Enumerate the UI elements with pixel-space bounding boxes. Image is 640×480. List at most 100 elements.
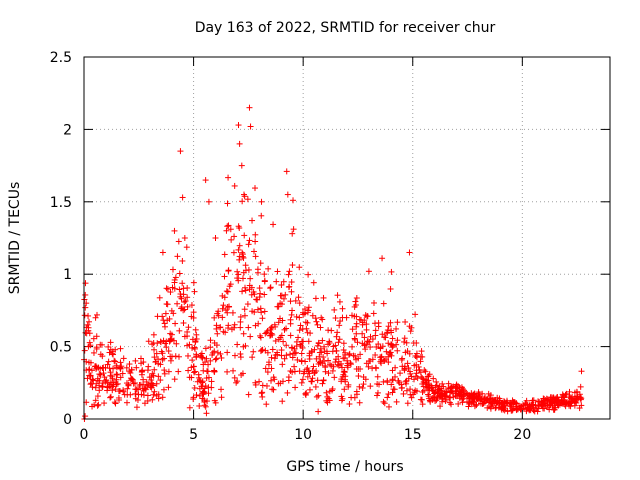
x-tick-label: 10 [294, 427, 312, 443]
data-point [402, 378, 409, 385]
data-point [403, 339, 410, 346]
data-point [365, 363, 372, 370]
data-point [131, 380, 138, 387]
data-point [374, 373, 381, 380]
grid-lines [84, 57, 610, 419]
data-point [150, 391, 157, 398]
data-point [224, 304, 231, 311]
data-point [196, 377, 203, 384]
data-point [127, 377, 134, 384]
data-point [323, 389, 330, 396]
data-point [190, 396, 197, 403]
data-point [467, 395, 474, 402]
y-tick-label: 0.5 [50, 340, 72, 356]
data-point [413, 354, 420, 361]
data-point [193, 331, 200, 338]
data-point [288, 279, 295, 286]
data-point [273, 278, 280, 285]
data-point [237, 350, 244, 357]
data-point [161, 367, 168, 374]
data-point [411, 362, 418, 369]
data-point [344, 357, 351, 364]
data-point [99, 365, 106, 372]
data-point [287, 298, 294, 305]
data-point [221, 294, 228, 301]
data-point [412, 311, 419, 318]
data-point [268, 325, 275, 332]
data-point [270, 386, 277, 393]
data-point [149, 370, 156, 377]
data-point [225, 322, 232, 329]
data-point [475, 390, 482, 397]
data-point [470, 398, 477, 405]
data-point [407, 328, 414, 335]
data-point [380, 398, 387, 405]
data-point [175, 368, 182, 375]
data-point [196, 392, 203, 399]
data-point [388, 381, 395, 388]
data-point [303, 366, 310, 373]
data-point [317, 358, 324, 365]
data-point [191, 384, 198, 391]
data-point [213, 322, 220, 329]
data-point [119, 370, 126, 377]
data-point [304, 319, 311, 326]
data-point [154, 313, 161, 320]
data-points [81, 104, 585, 422]
data-point [89, 384, 96, 391]
data-point [125, 382, 132, 389]
data-point [169, 284, 176, 291]
data-point [254, 269, 261, 276]
data-point [455, 400, 462, 407]
data-point [114, 371, 121, 378]
data-point [533, 405, 540, 412]
y-tick-label: 0 [63, 412, 72, 428]
data-point [222, 329, 229, 336]
data-point [178, 305, 185, 312]
data-point [224, 223, 231, 230]
data-point [231, 374, 238, 381]
data-point [236, 140, 243, 147]
data-point [295, 294, 302, 301]
data-point [380, 300, 387, 307]
data-point [296, 368, 303, 375]
data-point [340, 346, 347, 353]
data-point [278, 281, 285, 288]
data-point [578, 368, 585, 375]
data-point [293, 313, 300, 320]
data-point [387, 319, 394, 326]
data-point [574, 389, 581, 396]
data-point [239, 275, 246, 282]
data-point [413, 370, 420, 377]
data-point [85, 312, 92, 319]
data-point [577, 395, 584, 402]
data-point [251, 248, 258, 255]
data-point [387, 349, 394, 356]
data-point [265, 265, 272, 272]
x-tick-label: 15 [404, 427, 422, 443]
data-point [176, 270, 183, 277]
data-point [100, 370, 107, 377]
data-point [445, 380, 452, 387]
data-point [282, 291, 289, 298]
data-point [513, 400, 520, 407]
data-point [313, 367, 320, 374]
data-point [90, 349, 97, 356]
data-point [91, 401, 98, 408]
data-point [116, 397, 123, 404]
data-point [510, 404, 517, 411]
data-point [312, 315, 319, 322]
data-point [165, 348, 172, 355]
data-point [117, 359, 124, 366]
data-point [244, 301, 251, 308]
data-point [145, 338, 152, 345]
data-point [426, 397, 433, 404]
data-point [201, 398, 208, 405]
data-point [171, 276, 178, 283]
data-point [185, 367, 192, 374]
data-point [331, 306, 338, 313]
data-point [175, 238, 182, 245]
data-point [306, 370, 313, 377]
data-point [113, 376, 120, 383]
data-point [279, 378, 286, 385]
